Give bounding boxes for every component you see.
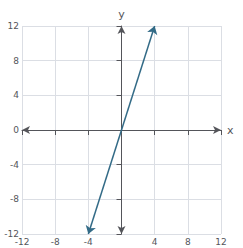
svg-text:12: 12 [8, 21, 19, 31]
svg-text:x: x [227, 124, 234, 137]
svg-text:4: 4 [152, 237, 158, 247]
svg-text:y: y [118, 8, 125, 21]
svg-text:-8: -8 [51, 237, 60, 247]
svg-text:-4: -4 [10, 160, 19, 170]
svg-text:-12: -12 [4, 229, 19, 239]
svg-text:-12: -12 [15, 237, 30, 247]
svg-text:12: 12 [215, 237, 226, 247]
svg-text:8: 8 [185, 237, 191, 247]
svg-text:-8: -8 [10, 194, 19, 204]
svg-text:8: 8 [13, 56, 19, 66]
svg-text:0: 0 [13, 125, 19, 135]
svg-text:4: 4 [13, 90, 19, 100]
svg-text:-4: -4 [84, 237, 93, 247]
